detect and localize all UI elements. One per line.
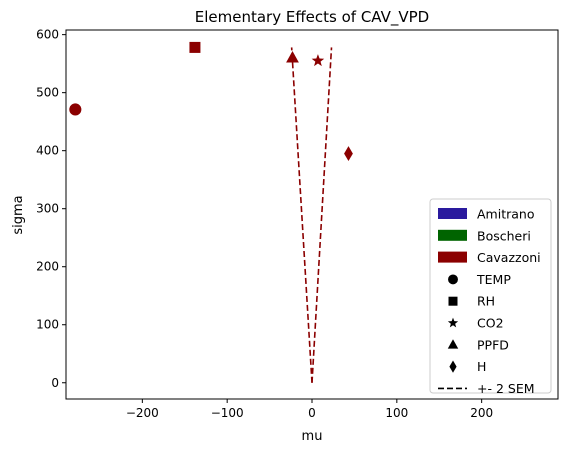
- chart-title: Elementary Effects of CAV_VPD: [195, 8, 429, 27]
- legend-marker-rh: [448, 296, 458, 306]
- data-point-temp: [69, 103, 82, 116]
- y-tick-label: 200: [36, 260, 59, 274]
- x-axis-label: mu: [302, 429, 323, 444]
- plot-area: [69, 41, 353, 383]
- legend-marker-co2: [447, 317, 459, 328]
- data-point-ppfd: [286, 51, 299, 63]
- legend-label-temp: TEMP: [476, 272, 511, 287]
- data-point-h: [344, 146, 353, 162]
- legend-label-boscheri: Boscheri: [477, 228, 531, 243]
- x-tick-label: 0: [308, 406, 316, 420]
- x-tick-label: −100: [211, 406, 244, 420]
- sem-line-right: [311, 47, 333, 383]
- x-tick-label: 200: [470, 406, 493, 420]
- x-axis: −200 −100 0 100 200: [126, 399, 493, 420]
- legend-label-rh: RH: [477, 294, 495, 309]
- legend-swatch-cavazzoni: [438, 251, 467, 263]
- y-tick-label: 500: [36, 86, 59, 100]
- legend-marker-h: [449, 360, 457, 373]
- y-tick-label: 300: [36, 202, 59, 216]
- x-tick-label: −200: [126, 406, 159, 420]
- legend-marker-temp: [448, 274, 458, 285]
- y-axis-label: sigma: [11, 195, 26, 234]
- legend-label-amitrano: Amitrano: [477, 207, 534, 222]
- legend-swatch-amitrano: [438, 208, 467, 219]
- y-tick-label: 600: [36, 28, 59, 42]
- y-tick-label: 400: [36, 144, 59, 158]
- legend-box: [429, 198, 552, 394]
- legend-marker-ppfd: [447, 339, 459, 349]
- legend-label-cavazzoni: Cavazzoni: [477, 250, 541, 265]
- legend-label-ppfd: PPFD: [477, 337, 509, 352]
- y-tick-label: 100: [36, 318, 59, 332]
- legend-label-h: H: [477, 359, 486, 374]
- data-point-rh: [189, 41, 201, 53]
- data-point-co2: [311, 54, 325, 67]
- y-axis: 0 100 200 300 400 500 600: [36, 28, 66, 390]
- legend-swatch-boscheri: [438, 229, 467, 241]
- legend-label-co2: CO2: [477, 316, 504, 331]
- legend: Amitrano Boscheri Cavazzoni TEMP RH CO2 PPFD H +…: [429, 198, 552, 396]
- y-tick-label: 0: [51, 376, 59, 390]
- x-tick-label: 100: [385, 406, 408, 420]
- sem-line-left: [290, 47, 313, 383]
- legend-label-sem: +- 2 SEM: [477, 381, 535, 396]
